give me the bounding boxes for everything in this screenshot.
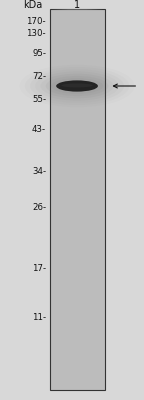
Bar [62,9,92,390]
Bar [66,9,89,390]
Text: 26-: 26- [32,204,46,212]
Bar [55,9,100,390]
Bar [62,9,93,390]
Bar [54,9,101,390]
Bar [50,9,105,390]
Text: 170-: 170- [26,18,46,26]
Text: 130-: 130- [26,30,46,38]
Bar [63,9,92,390]
Bar [61,9,94,390]
Ellipse shape [61,84,93,87]
Text: 17-: 17- [32,264,46,273]
Bar [60,9,95,390]
Bar [53,9,102,390]
Bar [59,9,96,390]
Bar [52,9,102,390]
Bar [67,9,87,390]
Ellipse shape [56,80,98,92]
Text: 95-: 95- [32,49,46,58]
Ellipse shape [56,80,98,92]
Text: kDa: kDa [23,0,42,10]
Bar [64,9,91,390]
Text: 55-: 55- [32,96,46,104]
Bar [67,9,88,390]
Bar [56,9,99,390]
Text: 1: 1 [74,0,80,10]
Text: 11-: 11- [32,314,46,322]
Bar [58,9,96,390]
Ellipse shape [51,78,103,94]
Text: 43-: 43- [32,125,46,134]
Bar [57,9,97,390]
Bar [65,9,90,390]
Text: 72-: 72- [32,72,46,81]
Bar [68,9,87,390]
Text: 34-: 34- [32,168,46,176]
Bar [57,9,98,390]
